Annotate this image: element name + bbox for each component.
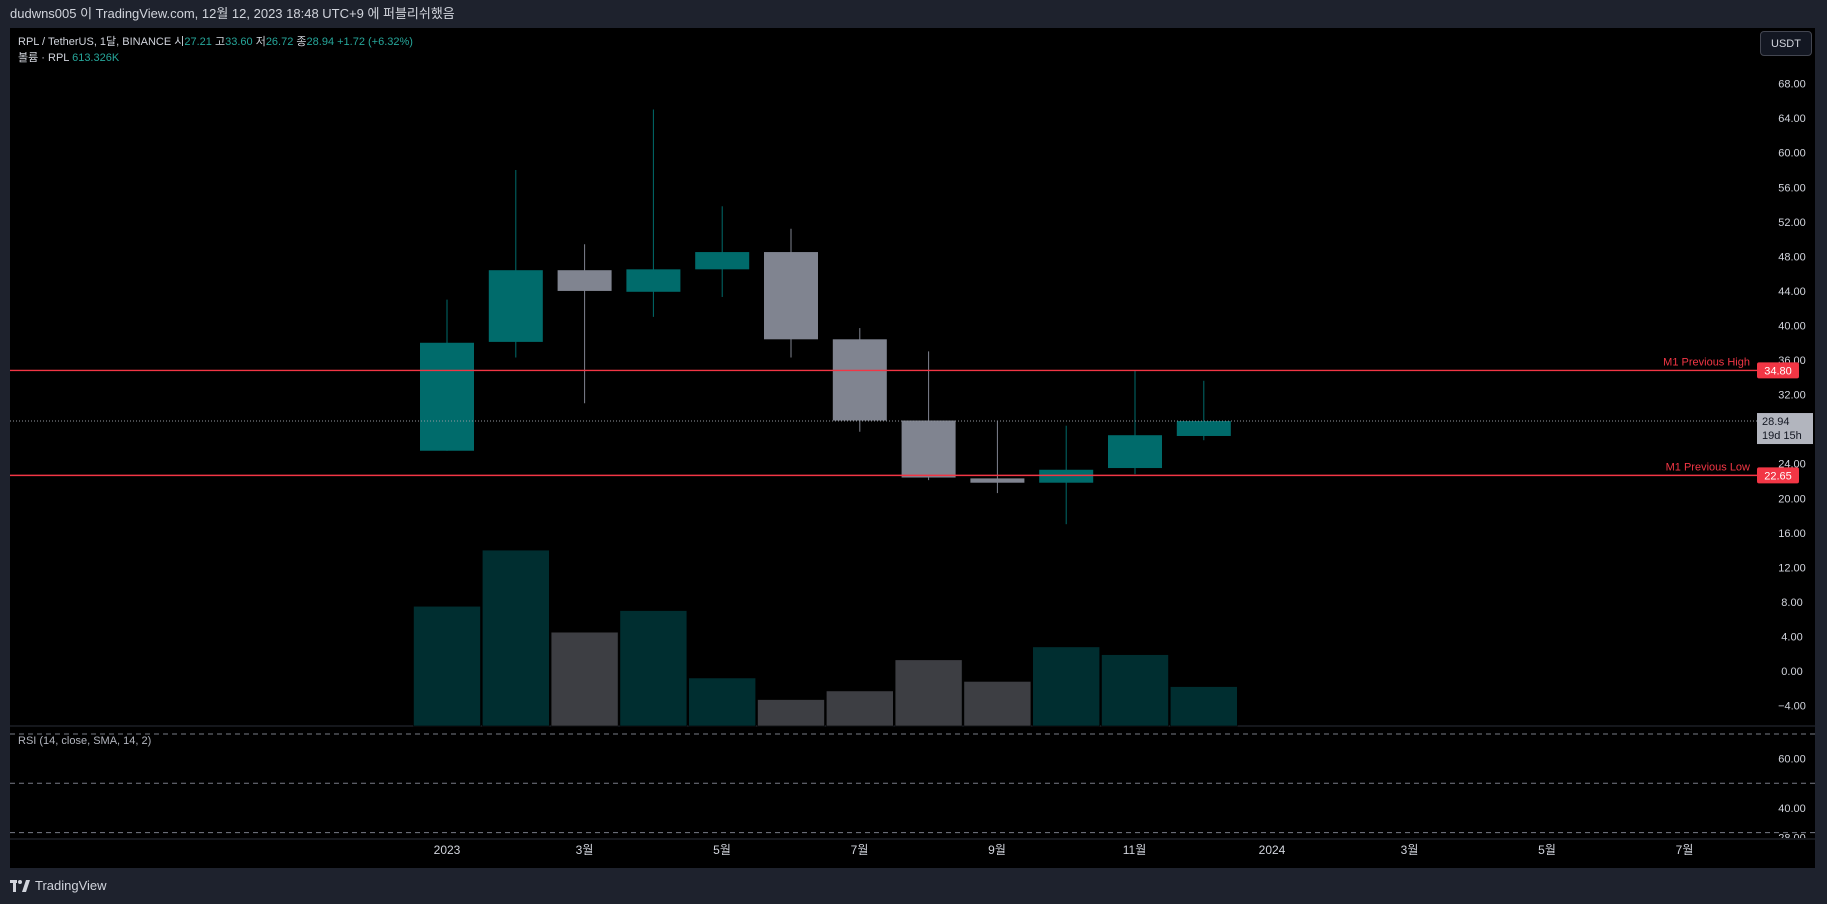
symbol-legend: RPL / TetherUS, 1달, BINANCE 시27.21 고33.6… bbox=[18, 34, 413, 66]
candle-body bbox=[832, 339, 887, 421]
time-tick-label: 5월 bbox=[1538, 843, 1556, 857]
volume-bar bbox=[825, 690, 894, 727]
price-tick-label: 64.00 bbox=[1778, 113, 1806, 125]
candle[interactable] bbox=[764, 228, 818, 358]
level-price-label: 34.80 bbox=[1764, 365, 1792, 377]
publish-text: dudwns005 이 TradingView.com, 12월 12, 202… bbox=[10, 6, 455, 21]
price-tick-label: 56.00 bbox=[1778, 182, 1806, 194]
rsi-tick-label: 60.00 bbox=[1778, 754, 1806, 766]
candle-body bbox=[695, 252, 750, 270]
tradingview-brand: TradingView bbox=[35, 878, 107, 893]
candle[interactable] bbox=[1108, 370, 1162, 475]
time-tick-label: 2023 bbox=[434, 843, 461, 857]
rsi-tick-label: 40.00 bbox=[1778, 803, 1806, 815]
candle-body bbox=[764, 252, 818, 340]
price-tick-label: 60.00 bbox=[1778, 148, 1806, 160]
candle-body bbox=[626, 269, 681, 292]
candle[interactable] bbox=[695, 206, 750, 297]
price-tick-label: 12.00 bbox=[1778, 562, 1806, 574]
volume-bar bbox=[550, 631, 619, 727]
candle[interactable] bbox=[557, 244, 612, 404]
time-axis-background bbox=[10, 838, 1815, 868]
candle-body bbox=[901, 420, 956, 478]
volume-bar bbox=[1101, 654, 1169, 727]
open-value: 27.21 bbox=[184, 36, 212, 48]
volume-bar bbox=[481, 549, 550, 727]
candle[interactable] bbox=[970, 420, 1025, 494]
time-tick-label: 2024 bbox=[1259, 843, 1286, 857]
change-value: +1.72 (+6.32%) bbox=[337, 36, 413, 48]
candle-body bbox=[557, 270, 612, 291]
candle-body bbox=[1039, 469, 1094, 483]
candle-body bbox=[1176, 421, 1231, 436]
volume-bar bbox=[894, 659, 963, 727]
time-tick-label: 9월 bbox=[988, 843, 1006, 857]
candle-body bbox=[420, 342, 474, 451]
candle[interactable] bbox=[832, 328, 887, 432]
time-tick-label: 7월 bbox=[1676, 843, 1694, 857]
low-value: 26.72 bbox=[265, 36, 294, 48]
level-name-label: M1 Previous Low bbox=[1666, 461, 1750, 473]
symbol-name[interactable]: RPL / TetherUS, 1달, BINANCE bbox=[18, 36, 172, 48]
countdown-label: 19d 15h bbox=[1762, 430, 1802, 442]
tradingview-logo[interactable]: TradingView bbox=[10, 878, 107, 893]
level-name-label: M1 Previous High bbox=[1663, 356, 1750, 368]
price-tick-label: 40.00 bbox=[1778, 320, 1806, 332]
volume-bar bbox=[757, 699, 825, 727]
time-tick-label: 5월 bbox=[713, 843, 731, 857]
currency-button[interactable]: USDT bbox=[1760, 31, 1812, 56]
candle[interactable] bbox=[420, 299, 474, 451]
price-tick-label: 32.00 bbox=[1778, 390, 1806, 402]
volume-label[interactable]: 볼륨 · RPL bbox=[18, 52, 70, 64]
last-price-badge bbox=[1757, 413, 1813, 445]
price-tick-label: 8.00 bbox=[1781, 597, 1802, 609]
rsi-legend[interactable]: RSI (14, close, SMA, 14, 2) bbox=[18, 735, 152, 747]
volume-bar bbox=[413, 605, 481, 727]
time-tick-label: 11월 bbox=[1123, 843, 1147, 857]
close-value: 28.94 bbox=[306, 36, 335, 48]
candle[interactable] bbox=[1176, 380, 1231, 441]
high-value: 33.60 bbox=[225, 36, 253, 48]
price-tick-label: 16.00 bbox=[1778, 528, 1806, 540]
publish-header: dudwns005 이 TradingView.com, 12월 12, 202… bbox=[0, 0, 1827, 28]
level-price-badge bbox=[1757, 467, 1799, 484]
time-tick-label: 3월 bbox=[576, 843, 594, 857]
volume-bar bbox=[963, 681, 1032, 727]
time-tick-label: 3월 bbox=[1401, 843, 1419, 857]
footer: TradingView bbox=[0, 868, 1827, 904]
last-price-label: 28.94 bbox=[1762, 416, 1790, 428]
level-price-badge bbox=[1757, 362, 1799, 379]
open-label: 시 bbox=[174, 36, 185, 48]
candle[interactable] bbox=[901, 351, 956, 481]
time-tick-label: 7월 bbox=[851, 843, 869, 857]
volume-bar bbox=[1170, 686, 1238, 727]
low-label: 저 bbox=[255, 36, 266, 48]
price-tick-label: 68.00 bbox=[1778, 79, 1806, 91]
chart-area[interactable]: M1 Previous High M1 Previous Low 68.00 64.… bbox=[0, 28, 1827, 868]
price-tick-label: 48.00 bbox=[1778, 251, 1806, 263]
price-tick-label: −4.00 bbox=[1778, 701, 1806, 713]
price-tick-label: 44.00 bbox=[1778, 286, 1806, 298]
volume-value: 613.326K bbox=[72, 52, 120, 64]
volume-bar bbox=[1032, 646, 1100, 727]
candle[interactable] bbox=[488, 169, 543, 358]
price-tick-label: 20.00 bbox=[1778, 493, 1806, 505]
candle-body bbox=[488, 270, 543, 342]
high-label: 고 bbox=[214, 36, 226, 48]
volume-bar bbox=[688, 677, 757, 727]
candle-body bbox=[1108, 435, 1162, 469]
price-tick-label: 0.00 bbox=[1781, 666, 1802, 678]
volume-bar bbox=[619, 610, 688, 727]
price-chart[interactable]: M1 Previous High M1 Previous Low 68.00 64.… bbox=[0, 28, 1827, 868]
candle-body bbox=[970, 478, 1025, 483]
candle[interactable] bbox=[626, 109, 681, 317]
tradingview-logo-icon bbox=[10, 879, 30, 892]
price-tick-label: 4.00 bbox=[1781, 631, 1802, 643]
close-label: 종 bbox=[296, 36, 307, 48]
level-price-label: 22.65 bbox=[1764, 470, 1792, 482]
price-tick-label: 52.00 bbox=[1778, 217, 1806, 229]
